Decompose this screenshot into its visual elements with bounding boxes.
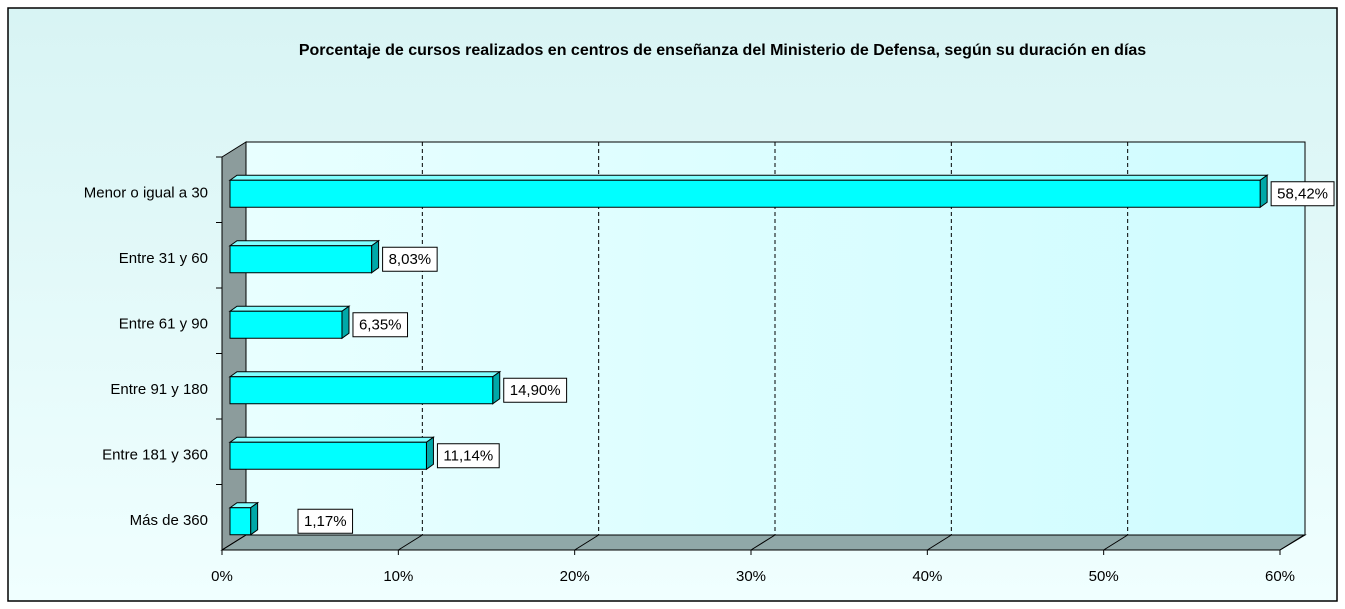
bar [229,245,373,274]
bar-top [228,305,351,312]
bar-side [250,501,259,536]
bar-top [228,436,435,443]
y-tick-label: Entre 31 y 60 [119,250,208,267]
data-label: 14,90% [510,382,561,399]
data-label: 58,42% [1277,186,1328,203]
data-label: 8,03% [389,251,432,268]
floor-grid [1103,534,1128,551]
data-label: 11,14% [443,448,493,465]
bar [229,441,427,470]
data-label-box [503,377,568,403]
bar [229,310,343,339]
chart-title: Porcentaje de cursos realizados en centr… [298,42,1147,59]
bar-top [228,371,502,378]
floor-grid [927,534,952,551]
y-tick-label: Entre 61 y 90 [119,316,208,333]
data-label-box [382,246,438,272]
bar-side [425,436,434,471]
floor-grid [221,534,247,551]
floor-grid [398,534,423,551]
data-label-box [297,508,354,534]
data-label-box [1270,181,1335,207]
x-tick-label: 20% [560,568,590,585]
floor-grid [750,534,776,551]
bar [229,507,252,536]
bar-top [228,240,381,247]
data-label: 1,17% [304,513,347,530]
y-tick-label: Más de 360 [130,512,208,529]
x-tick-label: 60% [1265,568,1295,585]
bar-side [371,239,380,274]
x-tick-label: 50% [1089,568,1119,585]
bar-side [492,370,501,405]
x-tick-label: 40% [912,568,942,585]
bar [229,179,1261,208]
x-tick-label: 30% [736,568,766,585]
floor-grid [1279,534,1305,551]
bar [229,376,494,405]
y-tick-label: Menor o igual a 30 [84,185,208,202]
x-tick-label: 10% [383,568,413,585]
bar-side [1259,174,1268,209]
x-tick-label: 0% [211,568,233,585]
data-label: 6,35% [359,317,402,334]
data-label-box [352,312,409,338]
y-tick-label: Entre 181 y 360 [102,447,208,464]
bar-top [228,174,1269,181]
floor-grid [574,534,599,551]
bar-side [341,305,350,340]
y-tick-label: Entre 91 y 180 [110,381,208,398]
data-label-box [436,443,500,469]
